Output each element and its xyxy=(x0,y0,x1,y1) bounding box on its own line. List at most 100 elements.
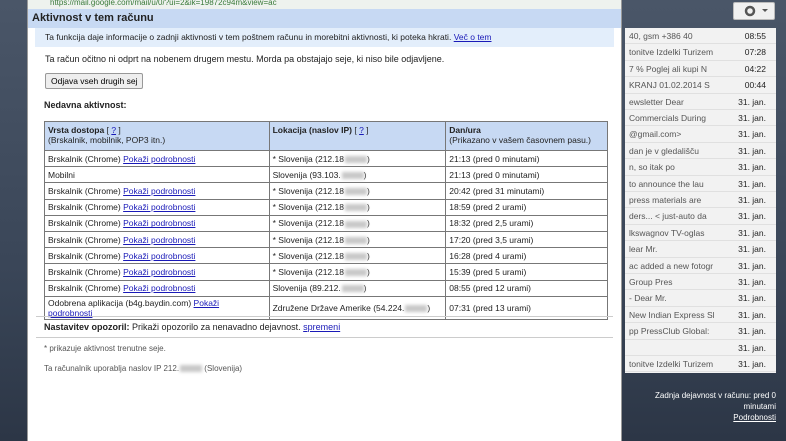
sign-out-button[interactable]: Odjava vseh drugih sej xyxy=(45,73,144,89)
location-cell: * Slovenija (212.18) xyxy=(268,247,447,265)
inbox-row[interactable]: press materials are 31. jan. xyxy=(625,192,776,209)
location-cell: Slovenija (89.212.) xyxy=(268,279,447,297)
details-link[interactable]: Podrobnosti xyxy=(733,413,776,422)
alerts-text: Prikaži opozorilo za nenavadno dejavnost… xyxy=(132,322,301,332)
date: 31. jan. xyxy=(738,293,766,304)
inbox-row[interactable]: ewsletter Dear 31. jan. xyxy=(625,94,776,110)
time-cell: 21:13 (pred 0 minutami) xyxy=(445,166,608,184)
time-cell: 15:39 (pred 5 urami) xyxy=(445,263,608,281)
location-cell: * Slovenija (212.18) xyxy=(268,198,447,216)
inbox-list: 40, gsm +386 40 08:55 tonitve Izdelki Turi… xyxy=(625,28,776,373)
info-box: Ta funkcija daje informacije o zadnji ak… xyxy=(35,28,614,47)
date: 31. jan. xyxy=(738,145,766,156)
details-link[interactable]: Pokaži podrobnosti xyxy=(123,202,196,213)
inbox-row[interactable]: KRANJ 01.02.2014 S 00:44 xyxy=(625,77,776,94)
info-text: Ta funkcija daje informacije o zadnji ak… xyxy=(45,32,452,42)
time-cell: 21:13 (pred 0 minutami) xyxy=(445,149,608,168)
snippet: Commercials During xyxy=(629,113,706,123)
inbox-row[interactable]: tonitve Izdelki Turizem 07:28 xyxy=(625,44,776,61)
details-link[interactable]: Pokaži podrobnosti xyxy=(123,153,196,164)
access-cell: Brskalnik (Chrome) Pokaži podrobnosti xyxy=(44,230,270,249)
details-link[interactable]: Pokaži podrobnosti xyxy=(123,283,196,294)
inbox-row[interactable]: Group Pres 31. jan. xyxy=(625,274,776,291)
inbox-row[interactable]: tonitve Izdelki Turizem 31. jan. xyxy=(625,356,776,373)
inbox-row[interactable]: 31. jan. xyxy=(625,340,776,356)
access-cell: Brskalnik (Chrome) Pokaži podrobnosti xyxy=(44,214,270,232)
snippet: 7 % Poglej ali kupi N xyxy=(629,63,707,74)
snippet: ewsletter Dear xyxy=(629,96,684,107)
inbox-row[interactable]: Commercials During 31. jan. xyxy=(625,110,776,127)
time-cell: 16:28 (pred 4 urami) xyxy=(445,247,608,265)
date: 31. jan. xyxy=(738,342,766,353)
snippet: lear Mr. xyxy=(629,244,658,255)
divider xyxy=(36,316,613,317)
inbox-row[interactable]: 7 % Poglej ali kupi N 04:22 xyxy=(625,61,776,78)
access-cell: Odobrena aplikacija (b4g.baydin.com) Pok… xyxy=(44,295,270,320)
dialog-title: Aktivnost v tem računu xyxy=(28,9,621,28)
footnote: * prikazuje aktivnost trenutne seje. xyxy=(44,344,166,353)
date: 31. jan. xyxy=(738,178,766,189)
table-row: Brskalnik (Chrome) Pokaži podrobnosti * S… xyxy=(44,263,608,281)
access-type: Brskalnik (Chrome) xyxy=(48,266,121,277)
details-link[interactable]: Pokaži podrobnosti xyxy=(123,234,196,245)
location-cell: Združene Države Amerike (54.224.) xyxy=(268,295,447,320)
snippet: n, so itak po xyxy=(629,162,675,173)
location: * Slovenija (212.18 xyxy=(272,153,344,164)
inbox-row[interactable]: to announce the lau 31. jan. xyxy=(625,176,776,192)
inbox-row[interactable]: @gmail.com> 31. jan. xyxy=(625,126,776,143)
date: 00:44 xyxy=(744,80,766,91)
inbox-row[interactable]: ders... < just-auto da 31. jan. xyxy=(625,208,776,225)
details-link[interactable]: Pokaži podrobnosti xyxy=(123,266,196,277)
access-cell: Brskalnik (Chrome) Pokaži podrobnosti xyxy=(44,198,270,216)
inbox-row[interactable]: pp PressClub Global: 31. jan. xyxy=(625,323,776,340)
redacted xyxy=(180,365,203,373)
table-row: Brskalnik (Chrome) Pokaži podrobnosti Slo… xyxy=(44,279,608,297)
alerts-label: Nastavitev opozoril: xyxy=(44,322,130,332)
location-cell: Slovenija (93.103.) xyxy=(268,166,447,184)
location-cell: * Slovenija (212.18) xyxy=(268,263,447,281)
help-link[interactable]: ? xyxy=(111,125,117,135)
time-cell: 18:59 (pred 2 urami) xyxy=(445,198,608,216)
details-link[interactable]: Pokaži podrobnosti xyxy=(48,297,220,318)
redacted xyxy=(344,269,367,277)
inbox-row[interactable]: dan je v gledališču 31. jan. xyxy=(625,143,776,160)
inbox-row[interactable]: n, so itak po 31. jan. xyxy=(625,159,776,176)
date: 31. jan. xyxy=(738,162,766,173)
location: * Slovenija (212.18 xyxy=(272,218,344,229)
inbox-row[interactable]: - Dear Mr. 31. jan. xyxy=(625,290,776,307)
help-link[interactable]: ? xyxy=(359,125,364,135)
ip-note: Ta računalnik uporablja naslov IP 212. (… xyxy=(44,364,242,373)
access-cell: Brskalnik (Chrome) Pokaži podrobnosti xyxy=(44,279,270,297)
recent-heading: Nedavna aktivnost: xyxy=(44,100,127,110)
access-type: Brskalnik (Chrome) xyxy=(48,153,121,164)
alerts-link[interactable]: spremeni xyxy=(303,322,341,332)
details-link[interactable]: Pokaži podrobnosti xyxy=(123,185,196,196)
location: * Slovenija (212.18 xyxy=(272,185,344,196)
snippet: 40, gsm +386 40 xyxy=(629,31,693,41)
snippet: KRANJ 01.02.2014 S xyxy=(629,80,710,91)
column-header: Lokacija (naslov IP) [ ? ] xyxy=(268,121,447,151)
inbox-row[interactable]: lkswagnov TV-oglas 31. jan. xyxy=(625,225,776,242)
redacted xyxy=(341,285,364,293)
snippet: lkswagnov TV-oglas xyxy=(629,227,705,238)
header-sub: (Brskalnik, mobilnik, POP3 itn.) xyxy=(48,135,166,145)
location-cell: * Slovenija (212.18) xyxy=(268,182,447,200)
divider xyxy=(36,337,613,338)
inbox-row[interactable]: ac added a new fotogr 31. jan. xyxy=(625,258,776,274)
inbox-row[interactable]: lear Mr. 31. jan. xyxy=(625,241,776,258)
location: Slovenija (93.103. xyxy=(272,169,341,180)
details-link[interactable]: Pokaži podrobnosti xyxy=(123,250,196,261)
access-type: Brskalnik (Chrome) xyxy=(48,218,121,229)
table-row: Brskalnik (Chrome) Pokaži podrobnosti * S… xyxy=(44,247,608,265)
settings-button[interactable] xyxy=(733,2,775,20)
access-type: Odobrena aplikacija (b4g.baydin.com) xyxy=(48,297,192,308)
date: 31. jan. xyxy=(738,195,766,205)
inbox-row[interactable]: New Indian Express Sl 31. jan. xyxy=(625,307,776,324)
info-link[interactable]: Več o tem xyxy=(453,32,492,42)
inbox-row[interactable]: 40, gsm +386 40 08:55 xyxy=(625,28,776,45)
header-title: Dan/ura xyxy=(449,125,481,135)
details-link[interactable]: Pokaži podrobnosti xyxy=(123,218,196,229)
access-type: Brskalnik (Chrome) xyxy=(48,185,121,196)
redacted xyxy=(341,172,364,180)
